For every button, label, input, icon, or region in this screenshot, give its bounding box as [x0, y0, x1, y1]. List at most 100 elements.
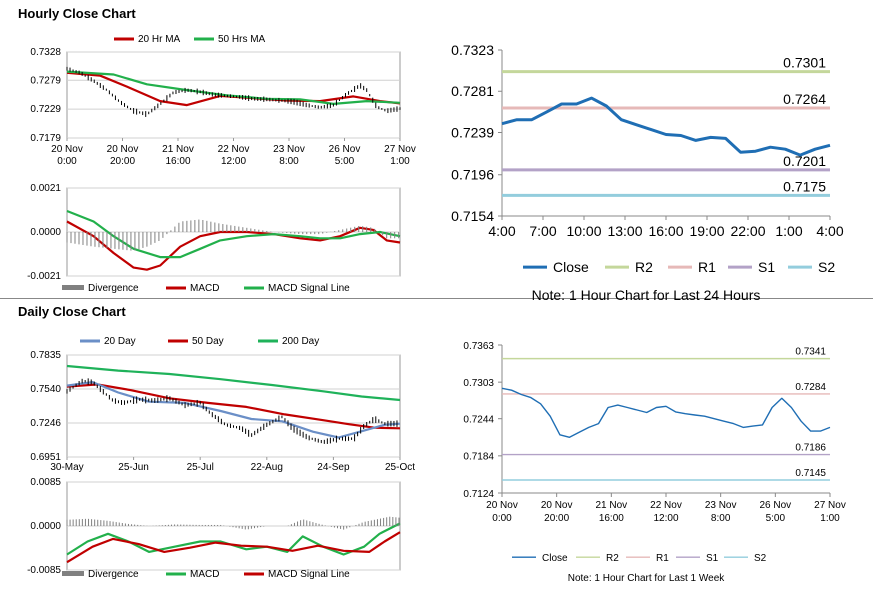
daily-section-title: Daily Close Chart: [18, 304, 126, 319]
legend-label: 20 Day: [104, 336, 136, 347]
x-tick-label: 20 Nov: [51, 144, 83, 155]
y-tick-label: 0.7246: [30, 418, 61, 429]
chart-note: Note: 1 Hour Chart for Last 24 Hours: [532, 287, 761, 303]
series-line-50-day: [66, 383, 401, 430]
x-tick-label: 27 Nov: [814, 500, 846, 511]
x-tick-label: 30-May: [50, 462, 83, 473]
section-divider: [0, 298, 873, 299]
y-tick-label: 0.6951: [30, 452, 61, 463]
y-tick-label: -0.0085: [27, 565, 61, 576]
x-tick-label: 22:00: [730, 223, 765, 239]
x-tick-label: 13:00: [607, 223, 642, 239]
level-label-r1: 0.7264: [783, 91, 826, 107]
y-tick-label: 0.7363: [463, 341, 494, 352]
x-tick-label: 22 Nov: [650, 500, 682, 511]
x-tick-label: 19:00: [689, 223, 724, 239]
x-tick-label: 22-Aug: [251, 462, 283, 473]
legend-label: S1: [706, 553, 719, 564]
legend-label: 200 Day: [282, 336, 319, 347]
legend-label: 50 Hrs MA: [218, 34, 266, 45]
x-tick-label: 20 Nov: [107, 144, 139, 155]
x-tick-label: 26 Nov: [759, 500, 791, 511]
y-tick-label: 0.7835: [30, 350, 61, 361]
legend-label: Close: [553, 259, 589, 275]
x-tick-label: 0:00: [492, 513, 512, 524]
x-tick-label: 26 Nov: [329, 144, 361, 155]
chart-note: Note: 1 Hour Chart for Last 1 Week: [568, 573, 726, 584]
x-tick-label: 4:00: [816, 223, 843, 239]
x-tick-label: 22 Nov: [218, 144, 250, 155]
x-tick-label: 0:00: [57, 156, 77, 167]
x-tick-label: 20:00: [544, 513, 569, 524]
y-tick-label: -0.0021: [27, 271, 61, 282]
y-tick-label: 0.0085: [30, 477, 61, 488]
series-line-macd: [66, 220, 401, 271]
x-tick-label: 8:00: [711, 513, 731, 524]
level-label-s1: 0.7201: [783, 153, 826, 169]
legend-label: R1: [656, 553, 669, 564]
legend-label: S1: [758, 259, 775, 275]
close-line: [501, 387, 831, 438]
series-line-20-day: [66, 381, 401, 439]
y-tick-label: 0.0000: [30, 227, 61, 238]
legend-label: Close: [542, 553, 568, 564]
y-tick-label: 0.7154: [451, 208, 494, 224]
series-line-macd-signal-line: [66, 531, 401, 564]
hourly-section-title: Hourly Close Chart: [18, 6, 136, 21]
y-tick-label: 0.7244: [463, 415, 494, 426]
series-line-50-hrs-ma: [66, 70, 401, 105]
x-tick-label: 23 Nov: [273, 144, 305, 155]
x-tick-label: 8:00: [279, 156, 299, 167]
x-tick-label: 20 Nov: [486, 500, 518, 511]
x-tick-label: 12:00: [221, 156, 246, 167]
y-tick-label: 0.7328: [30, 47, 61, 58]
series-line-macd-signal-line: [66, 209, 401, 259]
hourly-macd-chart: 0.0021 0.0000 -0.0021 Divergence MACD MACD Si…: [27, 183, 401, 294]
daily-macd-chart: 0.0085 0.0000 -0.0085 Divergence MACD MACD Si…: [27, 477, 401, 580]
x-tick-label: 1:00: [390, 156, 410, 167]
y-tick-label: 0.7279: [30, 75, 61, 86]
y-tick-label: 0.7323: [451, 42, 494, 58]
level-label-s2: 0.7175: [783, 178, 826, 194]
x-tick-label: 24-Sep: [317, 462, 350, 473]
x-tick-label: 20:00: [110, 156, 135, 167]
x-tick-label: 25-Oct: [385, 462, 415, 473]
series-line-200-day: [66, 364, 401, 402]
legend-swatch: [62, 571, 84, 576]
level-label-s2: 0.7145: [795, 468, 826, 479]
y-tick-label: 0.7239: [451, 124, 494, 140]
x-tick-label: 20 Nov: [541, 500, 573, 511]
x-tick-label: 5:00: [766, 513, 786, 524]
legend-swatch: [62, 285, 84, 290]
x-tick-label: 21 Nov: [595, 500, 627, 511]
x-tick-label: 1:00: [820, 513, 840, 524]
y-tick-label: 0.7281: [451, 83, 494, 99]
x-tick-label: 25-Jul: [187, 462, 214, 473]
legend-label: MACD: [190, 569, 219, 580]
y-tick-label: 0.0000: [30, 521, 61, 532]
legend-label: Divergence: [88, 569, 139, 580]
legend-label: Divergence: [88, 283, 139, 294]
legend-label: MACD Signal Line: [268, 283, 350, 294]
x-tick-label: 12:00: [653, 513, 678, 524]
x-tick-label: 16:00: [599, 513, 624, 524]
y-tick-label: 0.7229: [30, 104, 61, 115]
x-tick-label: 7:00: [529, 223, 556, 239]
y-tick-label: 0.7303: [463, 378, 494, 389]
x-tick-label: 27 Nov: [384, 144, 416, 155]
legend-label: 50 Day: [192, 336, 224, 347]
x-tick-label: 16:00: [648, 223, 683, 239]
x-tick-label: 16:00: [165, 156, 190, 167]
legend-label: S2: [754, 553, 767, 564]
legend-label: R2: [606, 553, 619, 564]
legend-label: S2: [818, 259, 835, 275]
x-tick-label: 1:00: [775, 223, 802, 239]
legend-label: MACD Signal Line: [268, 569, 350, 580]
x-tick-label: 4:00: [488, 223, 515, 239]
y-tick-label: 0.7540: [30, 384, 61, 395]
level-label-r2: 0.7301: [783, 55, 826, 71]
